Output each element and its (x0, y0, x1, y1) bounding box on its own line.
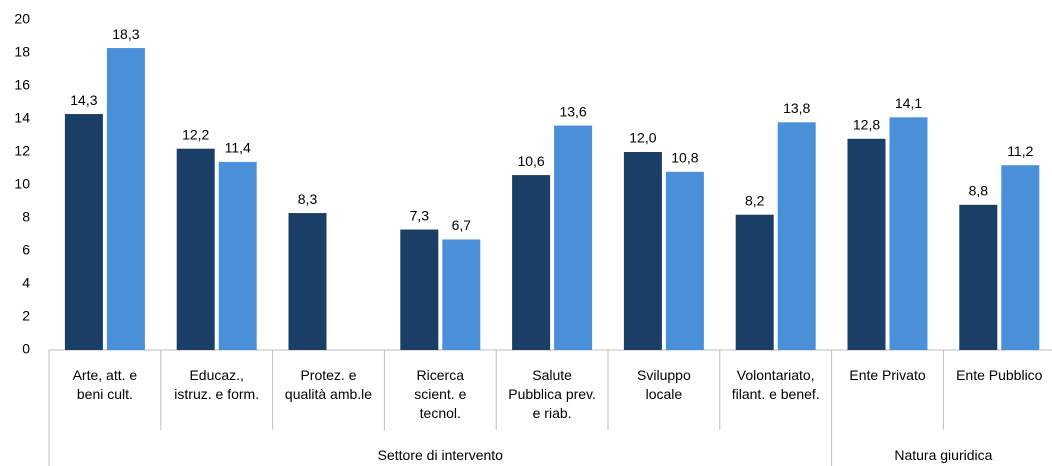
value-label: 14,1 (895, 95, 922, 111)
bar (442, 239, 481, 350)
x-tick-label: Arte, att. e beni cult. (72, 367, 138, 402)
bar (218, 161, 257, 350)
group-label: Natura giuridica (894, 447, 993, 463)
y-tick-label: 18 (14, 44, 30, 60)
bar (735, 214, 774, 350)
y-tick-label: 8 (22, 209, 30, 225)
x-tick-label: Educaz., istruz. e form. (174, 367, 260, 402)
x-tick-label: Salute Pubblica prev. e riab. (508, 367, 596, 421)
value-label: 12,8 (853, 117, 880, 133)
value-label: 13,6 (559, 103, 586, 119)
bar (623, 152, 662, 350)
value-label: 14,3 (70, 92, 97, 108)
bar (400, 229, 439, 350)
x-tick-label: Ente Pubblico (956, 367, 1043, 383)
x-tick-label: Sviluppo locale (637, 367, 691, 402)
bar (959, 204, 998, 350)
value-label: 18,3 (112, 26, 139, 42)
y-tick-label: 10 (14, 176, 30, 192)
y-tick-label: 12 (14, 143, 30, 159)
value-label: 12,0 (629, 130, 656, 146)
value-label: 8,8 (969, 183, 989, 199)
bar (106, 48, 145, 351)
x-tick-label: Ricerca scient. e tecnol. (414, 367, 467, 421)
value-label: 11,2 (1007, 143, 1033, 159)
value-label: 6,7 (452, 217, 472, 233)
y-tick-label: 16 (14, 77, 30, 93)
y-tick-label: 2 (22, 308, 30, 324)
y-tick-label: 6 (22, 242, 30, 258)
bar (889, 117, 928, 350)
y-tick-label: 0 (22, 341, 30, 357)
value-label: 10,6 (517, 153, 544, 169)
bar (176, 148, 215, 350)
bar (288, 213, 327, 350)
bar (665, 171, 704, 350)
x-tick-label: Volontariato, filant. e benef. (731, 367, 820, 402)
value-label: 8,2 (745, 192, 765, 208)
value-label: 12,2 (182, 126, 209, 142)
y-tick-label: 4 (22, 275, 30, 291)
bar (1001, 165, 1040, 350)
value-label: 13,8 (783, 100, 810, 116)
bar (847, 138, 886, 350)
x-tick-label: Protez. e qualità amb.le (284, 367, 373, 402)
bar (64, 114, 103, 350)
group-label: Settore di intervento (377, 447, 503, 463)
value-label: 10,8 (671, 150, 698, 166)
bar (777, 122, 816, 350)
value-label: 11,4 (225, 140, 251, 156)
value-label: 8,3 (298, 191, 318, 207)
value-label: 7,3 (410, 207, 430, 223)
bar (512, 175, 551, 350)
x-tick-label: Ente Privato (849, 367, 926, 383)
y-tick-label: 20 (14, 11, 30, 27)
y-tick-label: 14 (14, 110, 30, 126)
bar (554, 125, 593, 350)
